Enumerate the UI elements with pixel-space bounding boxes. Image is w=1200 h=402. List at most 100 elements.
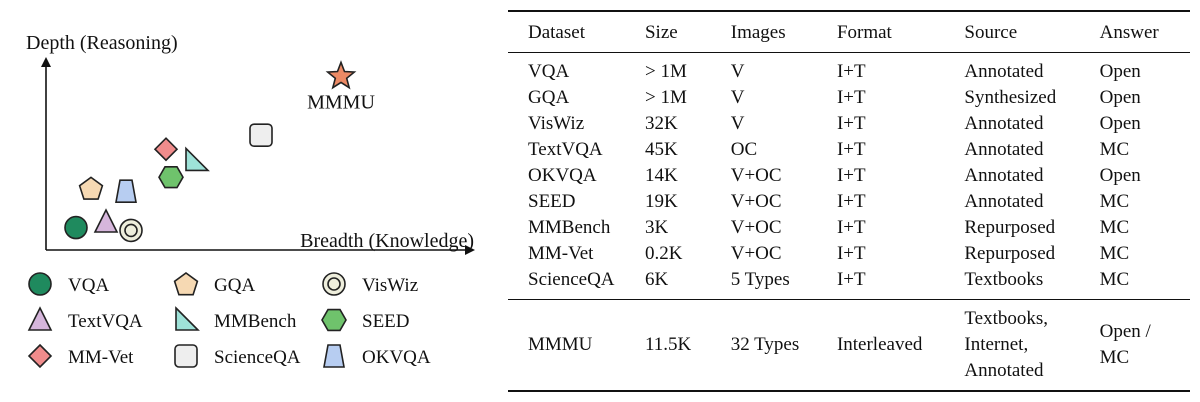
table-header-row: Dataset Size Images Format Source Answer [508,10,1190,53]
table-cell: MMBench [528,217,611,238]
table-cell: Open [1099,113,1141,134]
table-cell: MC [1099,243,1130,264]
table-cell: I+T [836,191,866,212]
point-mm-vet-icon [153,137,179,162]
point-seed-icon [158,166,184,189]
table-cell: > 1M [644,61,687,82]
table-cell: ScienceQA [528,269,615,290]
legend-scienceqa-icon [174,344,198,368]
table-cell: Textbooks [964,269,1044,290]
table-cell: MM-Vet [528,243,594,264]
table-row: GQA > 1M V I+T Synthesized Open [508,85,1190,111]
table-cell: 45K [644,139,678,160]
table-cell: I+T [836,113,866,134]
table-cell: V+OC [730,191,782,212]
table-cell: MC [1099,139,1130,160]
table-cell: VQA [528,61,570,82]
table-row-mmmu: MMMU 11.5K 32 Types Interleaved Textbook… [508,299,1190,392]
legend-label-scienceqa: ScienceQA [214,347,301,368]
header-source: Source [960,10,1096,53]
table-cell: > 1M [644,87,687,108]
table-cell: I+T [836,243,866,264]
table-cell: I+T [836,217,866,238]
legend-label-textvqa: TextVQA [68,311,143,332]
table-row: ScienceQA 6K 5 Types I+T Textbooks MC [508,267,1190,300]
table-cell: Repurposed [964,217,1056,238]
table-body: VQA > 1M V I+T Annotated Open GQA > 1M V I+T Synth… [508,53,1190,300]
table-cell: SEED [528,191,576,212]
point-viswiz-icon [119,218,143,243]
point-label-mmmu: MMMU [307,91,375,113]
table-cell: Open / MC [1095,299,1190,392]
table-cell: 5 Types [730,269,790,290]
table-cell: MC [1099,191,1130,212]
point-gqa-icon [78,176,104,200]
legend-mmbench-icon [175,306,200,331]
legend-textvqa-icon [27,306,53,331]
table-cell: Textbooks, Internet, Annotated [960,299,1096,392]
table-cell: 6K [644,269,669,290]
header-images: Images [726,10,833,53]
table-cell: OC [730,139,758,160]
point-textvqa-icon [93,208,119,233]
legend-label-mmbench: MMBench [214,311,297,332]
table-cell: Interleaved [832,299,961,392]
table-cell: MC [1099,269,1130,290]
table-row: MMBench 3K V+OC I+T Repurposed MC [508,215,1190,241]
table-cell: Repurposed [964,243,1056,264]
table-row: OKVQA 14K V+OC I+T Annotated Open [508,163,1190,189]
table-cell: I+T [836,87,866,108]
header-size: Size [640,10,727,53]
table-row: TextVQA 45K OC I+T Annotated MC [508,137,1190,163]
table-cell: I+T [836,269,866,290]
table-row: VQA > 1M V I+T Annotated Open [508,53,1190,86]
legend-label-vqa: VQA [68,275,109,296]
header-format: Format [832,10,961,53]
legend-label-gqa: GQA [214,275,255,296]
table-cell: OKVQA [528,165,597,186]
legend-viswiz-icon [322,272,346,296]
legend-label-viswiz: VisWiz [362,275,418,296]
legend-vqa-icon [28,272,52,296]
table-cell: Annotated [964,165,1044,186]
data-points: MMMU [64,60,375,243]
point-mmbench-icon [185,146,210,172]
legend-mm-vet-icon [27,343,53,369]
header-dataset: Dataset [508,10,641,53]
y-axis-label: Depth (Reasoning) [26,32,178,54]
table-cell: Synthesized [964,87,1057,108]
x-axis-label: Breadth (Knowledge) [300,230,474,252]
table-cell: I+T [836,61,866,82]
table-cell: 14K [644,165,678,186]
table-cell: VisWiz [528,113,585,134]
point-vqa-icon [64,215,88,240]
point-mmmu-icon [325,60,357,90]
table-cell: V [730,113,745,134]
table-cell: 3K [644,217,669,238]
legend-seed-icon [321,308,347,332]
table-cell: Open [1099,61,1141,82]
point-scienceqa-icon [249,123,273,147]
table-cell: Annotated [964,61,1044,82]
legend-label-seed: SEED [362,311,410,332]
table-cell: MMMU [508,299,641,392]
table-cell: TextVQA [528,139,603,160]
header-answer: Answer [1095,10,1190,53]
scatter-plot: Depth (Reasoning) Breadth (Knowledge) MM… [26,32,475,369]
legend: VQA GQA VisWiz TextVQA MMBench SEED MM-Vet Scie… [27,272,431,369]
table-cell: Open [1099,87,1141,108]
table-cell: 0.2K [644,243,683,264]
table-cell: V+OC [730,243,782,264]
legend-okvqa-icon [323,344,345,368]
table-cell: Annotated [964,113,1044,134]
table-cell: 32K [644,113,678,134]
point-okvqa-icon [115,179,137,203]
table-row: MM-Vet 0.2K V+OC I+T Repurposed MC [508,241,1190,267]
table-cell: V [730,61,745,82]
table-cell: I+T [836,139,866,160]
table-cell: 19K [644,191,678,212]
table-cell: I+T [836,165,866,186]
table-cell: GQA [528,87,570,108]
legend-label-mm-vet: MM-Vet [68,347,134,368]
table-cell: Open [1099,165,1141,186]
